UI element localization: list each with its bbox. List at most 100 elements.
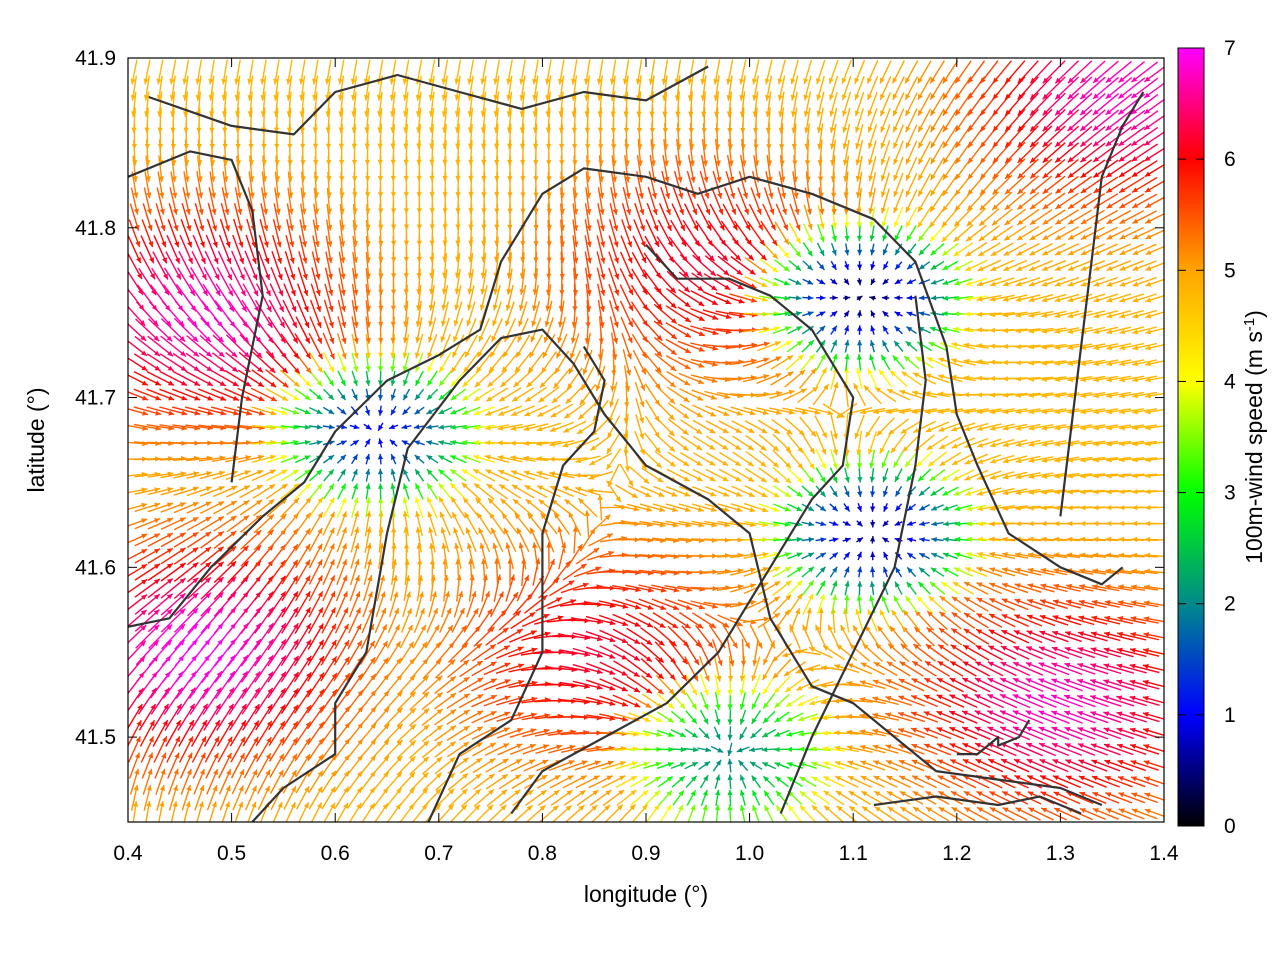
wind-vector-head xyxy=(887,806,894,812)
wind-vector-head xyxy=(501,774,508,780)
wind-vector-head xyxy=(680,689,686,695)
wind-vector-head xyxy=(166,609,173,615)
wind-vector-head xyxy=(670,657,676,664)
wind-vector-head xyxy=(581,760,588,766)
wind-vector-head xyxy=(166,624,173,631)
wind-vector-head xyxy=(409,772,416,779)
wind-vector-head xyxy=(1000,726,1007,732)
wind-vector-head xyxy=(656,717,663,722)
wind-vector-head xyxy=(1103,679,1110,685)
wind-vector-head xyxy=(343,802,349,809)
wind-vector-head xyxy=(1026,630,1033,636)
wind-vector xyxy=(176,687,196,715)
wind-vector xyxy=(1025,677,1057,692)
wind-vector-head xyxy=(422,788,428,795)
wind-vector-head xyxy=(669,674,676,680)
wind-vector-head xyxy=(186,768,192,775)
wind-vector-head xyxy=(1064,662,1071,668)
wind-vector-head xyxy=(885,679,892,684)
wind-vector xyxy=(1064,726,1096,740)
wind-vector-head xyxy=(133,801,139,807)
wind-vector-head xyxy=(1027,791,1034,797)
wind-vector-head xyxy=(962,694,968,700)
wind-vector-head xyxy=(1077,663,1084,668)
wind-vector-head xyxy=(579,790,586,796)
wind-vector-head xyxy=(859,713,866,719)
wind-vector-head xyxy=(477,677,484,683)
wind-vector xyxy=(148,639,173,666)
wind-vector-head xyxy=(410,724,416,730)
wind-vector xyxy=(1051,678,1083,692)
wind-vector-head xyxy=(477,694,484,700)
wind-vector-head xyxy=(740,774,745,781)
wind-vector-head xyxy=(225,785,231,792)
wind-vector-head xyxy=(503,743,510,749)
wind-vector-head xyxy=(976,629,983,635)
wind-vector-head xyxy=(800,805,806,812)
wind-vector-head xyxy=(633,655,640,661)
wind-vector-head xyxy=(763,717,769,724)
wind-vector-head xyxy=(1104,759,1111,765)
wind-vector-head xyxy=(423,708,430,714)
wind-vector-head xyxy=(642,790,649,796)
wind-vector xyxy=(1063,678,1096,692)
wind-vector-head xyxy=(786,746,792,752)
wind-vector-head xyxy=(500,805,507,811)
wind-vector-head xyxy=(225,801,230,808)
wind-vector-head xyxy=(808,666,814,672)
wind-vector-head xyxy=(727,750,733,756)
wind-vector-head xyxy=(1092,792,1099,797)
wind-vector-head xyxy=(420,624,426,631)
wind-vector-head xyxy=(964,807,971,813)
wind-vector xyxy=(135,624,160,649)
wind-vector-head xyxy=(1077,743,1084,749)
wind-vector-head xyxy=(744,642,750,649)
wind-vector-head xyxy=(1142,679,1149,685)
wind-vector-head xyxy=(1105,792,1112,798)
wind-vector-head xyxy=(898,712,905,717)
wind-vector-head xyxy=(715,689,721,696)
wind-vector xyxy=(188,670,210,699)
wind-vector-head xyxy=(937,661,944,667)
wind-vector-head xyxy=(872,712,879,718)
wind-vector-head xyxy=(192,623,198,630)
wind-vector-head xyxy=(913,807,920,813)
wind-vector-head xyxy=(475,789,481,795)
wind-vector-head xyxy=(135,736,141,743)
wind-vector-head xyxy=(809,647,816,652)
wind-vector-head xyxy=(163,703,169,710)
wind-vector-head xyxy=(436,709,443,715)
wind-vector-head xyxy=(811,805,818,811)
wind-vector-head xyxy=(949,678,956,683)
wind-vector-head xyxy=(409,788,415,794)
wind-vector-head xyxy=(1000,710,1006,716)
wind-vector xyxy=(1063,694,1096,708)
wind-vector-head xyxy=(822,730,828,736)
wind-vector-head xyxy=(518,663,524,669)
wind-vector-head xyxy=(449,757,456,763)
wind-vector-head xyxy=(752,660,758,666)
wind-vector-head xyxy=(213,769,218,776)
wind-vector-head xyxy=(434,624,440,631)
wind-vector-head xyxy=(739,689,745,696)
wind-vector-head xyxy=(1143,760,1150,766)
wind-vector-head xyxy=(1026,759,1033,764)
wind-vector-head xyxy=(317,786,323,793)
wind-vector-head xyxy=(330,607,336,614)
wind-vector xyxy=(999,677,1031,693)
wind-vector-head xyxy=(1039,646,1045,652)
wind-vector-head xyxy=(847,663,854,669)
wind-vector-head xyxy=(436,692,443,698)
wind-vector-head xyxy=(356,624,362,630)
wind-vector-head xyxy=(153,624,160,631)
wind-vector-head xyxy=(963,628,970,634)
wind-vector-head xyxy=(1001,759,1008,764)
wind-vector-head xyxy=(936,711,943,716)
wind-vector-head xyxy=(462,757,469,764)
wind-vector-head xyxy=(383,707,390,713)
wind-vector-head xyxy=(1144,808,1151,814)
wind-vector-head xyxy=(594,760,601,766)
wind-vector-head xyxy=(751,675,757,681)
wind-vector-head xyxy=(229,655,236,661)
